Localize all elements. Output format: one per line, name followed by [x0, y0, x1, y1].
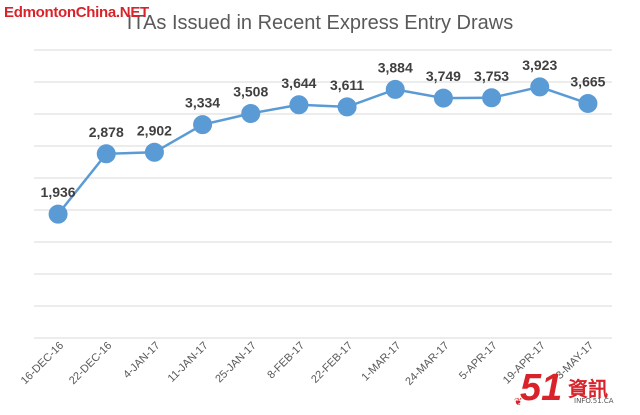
data-label: 3,753 [474, 68, 509, 84]
data-point [96, 144, 116, 164]
data-label: 3,665 [570, 73, 605, 89]
data-label: 3,884 [378, 59, 413, 75]
data-point [48, 204, 68, 224]
series-line [57, 85, 589, 215]
logo-51-info: ❦ 51 資訊 INFO.51.CA [514, 367, 634, 411]
data-point [385, 79, 405, 99]
data-label: 3,923 [522, 57, 557, 73]
x-tick-labels: 16-DEC-16 22-DEC-16 4-JAN-17 11-JAN-17 25-JA… [19, 340, 596, 388]
data-point [144, 142, 164, 162]
logo-site: INFO.51.CA [574, 397, 614, 405]
data-point [193, 115, 213, 135]
data-point [433, 88, 453, 108]
x-tick-label: 8-FEB-17 [265, 340, 307, 382]
series-markers [48, 77, 598, 224]
data-point [337, 97, 357, 117]
data-point [241, 103, 261, 123]
data-label: 1,936 [41, 184, 76, 200]
data-point [578, 93, 598, 113]
x-tick-label: 4-JAN-17 [121, 340, 162, 381]
data-point [482, 88, 502, 108]
logo-text: 資訊 [568, 377, 608, 401]
watermark-edmontonchina: EdmontonChina.NET [4, 4, 149, 21]
data-label: 3,644 [281, 75, 316, 91]
data-label: 3,749 [426, 68, 461, 84]
gridlines [34, 49, 612, 339]
data-label: 3,334 [185, 95, 220, 111]
data-label: 2,902 [137, 122, 172, 138]
data-point [530, 77, 550, 97]
data-label: 2,878 [89, 124, 124, 140]
data-label: 3,508 [233, 83, 268, 99]
x-tick-label: 5-APR-17 [457, 340, 500, 383]
x-tick-label: 1-MAR-17 [359, 340, 403, 384]
series-line-path [57, 85, 589, 215]
x-tick-label: 11-JAN-17 [166, 340, 211, 385]
x-tick-label: 22-DEC-16 [67, 340, 114, 387]
x-tick-label: 24-MAR-17 [403, 340, 451, 388]
maple-leaf-icon: ❦ [514, 397, 523, 408]
data-label: 3,611 [330, 77, 364, 93]
data-labels: 1,936 2,878 2,902 3,334 3,508 3,644 3,611 3,884… [41, 57, 606, 200]
chart-title: ITAs Issued in Recent Express Entry Draw… [126, 12, 514, 34]
data-point [289, 95, 309, 115]
logo-number: 51 [520, 367, 563, 409]
x-tick-label: 16-DEC-16 [19, 340, 66, 387]
x-tick-label: 25-JAN-17 [213, 340, 259, 386]
x-tick-label: 22-FEB-17 [309, 340, 355, 386]
